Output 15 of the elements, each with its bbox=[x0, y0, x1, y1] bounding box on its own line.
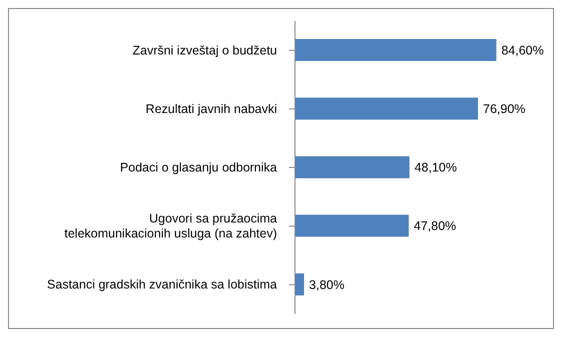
y-tick-label: Sastanci gradskih zvaničnika sa lobistima bbox=[47, 278, 278, 292]
bar bbox=[295, 156, 410, 178]
bar bbox=[295, 98, 478, 120]
data-label: 76,90% bbox=[483, 102, 526, 116]
bar bbox=[295, 273, 304, 296]
bar bbox=[295, 214, 409, 237]
data-label: 48,10% bbox=[414, 160, 457, 175]
data-label: 47,80% bbox=[414, 219, 456, 234]
y-tick-label: Podaci o glasanju odbornika bbox=[120, 160, 278, 174]
data-label: 3,80% bbox=[309, 278, 344, 292]
y-tick-label: Rezultati javnih nabavki bbox=[146, 102, 277, 116]
data-label: 84,60% bbox=[501, 43, 544, 58]
y-tick-label: Ugovori sa pružaocima telekomunikacionih usluga (na zahtev) bbox=[64, 212, 278, 241]
y-tick-label: Završni izveštaj o budžetu bbox=[132, 43, 278, 58]
bar bbox=[295, 39, 496, 61]
